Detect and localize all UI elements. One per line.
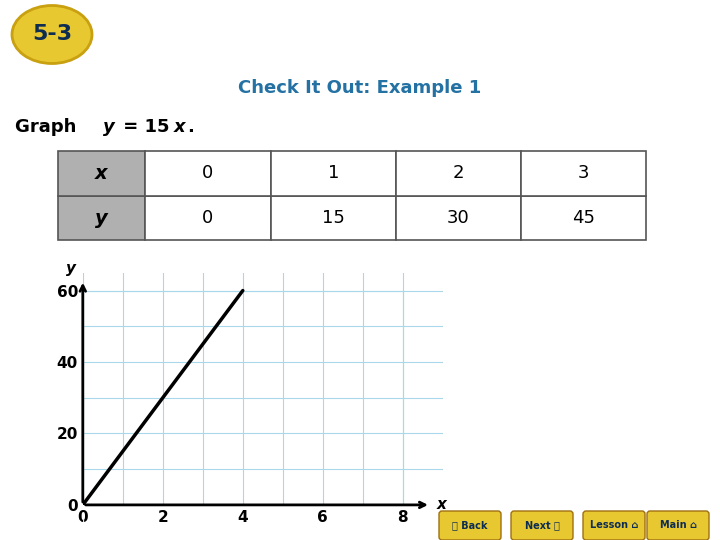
Text: y: y bbox=[103, 118, 114, 136]
Text: 5-3: 5-3 bbox=[32, 24, 72, 44]
Bar bbox=[521, 195, 647, 240]
Text: © HOLT McDOUGAL, All Rights Reserved: © HOLT McDOUGAL, All Rights Reserved bbox=[8, 521, 218, 530]
Bar bbox=[145, 195, 271, 240]
Text: 45: 45 bbox=[572, 209, 595, 227]
Text: 0: 0 bbox=[202, 165, 214, 183]
Text: x: x bbox=[95, 164, 108, 183]
Text: Main ⌂: Main ⌂ bbox=[660, 521, 696, 530]
FancyBboxPatch shape bbox=[583, 511, 645, 540]
Bar bbox=[271, 151, 396, 195]
Bar bbox=[58, 195, 145, 240]
Text: 15: 15 bbox=[322, 209, 345, 227]
Text: 30: 30 bbox=[447, 209, 470, 227]
Text: x: x bbox=[174, 118, 186, 136]
Bar bbox=[145, 151, 271, 195]
FancyBboxPatch shape bbox=[511, 511, 573, 540]
Text: Lesson ⌂: Lesson ⌂ bbox=[590, 521, 638, 530]
Bar bbox=[396, 195, 521, 240]
Text: 〈 Back: 〈 Back bbox=[452, 521, 487, 530]
Text: 0: 0 bbox=[202, 209, 214, 227]
Text: 1: 1 bbox=[328, 165, 339, 183]
Text: Check It Out: Example 1: Check It Out: Example 1 bbox=[238, 79, 482, 97]
Text: = 15: = 15 bbox=[117, 118, 169, 136]
Text: y: y bbox=[95, 208, 108, 227]
Bar bbox=[58, 151, 145, 195]
Bar bbox=[521, 151, 647, 195]
Text: Graphing Proportional Relationships: Graphing Proportional Relationships bbox=[171, 24, 629, 44]
Text: .: . bbox=[187, 118, 194, 136]
Text: 3: 3 bbox=[578, 165, 590, 183]
Text: Graph: Graph bbox=[15, 118, 89, 136]
Bar bbox=[396, 151, 521, 195]
Text: 2: 2 bbox=[453, 165, 464, 183]
Text: y: y bbox=[66, 261, 76, 276]
Text: x: x bbox=[437, 497, 446, 512]
FancyBboxPatch shape bbox=[647, 511, 709, 540]
FancyBboxPatch shape bbox=[439, 511, 501, 540]
Text: Next 〉: Next 〉 bbox=[525, 521, 559, 530]
Ellipse shape bbox=[12, 5, 92, 64]
Bar bbox=[271, 195, 396, 240]
